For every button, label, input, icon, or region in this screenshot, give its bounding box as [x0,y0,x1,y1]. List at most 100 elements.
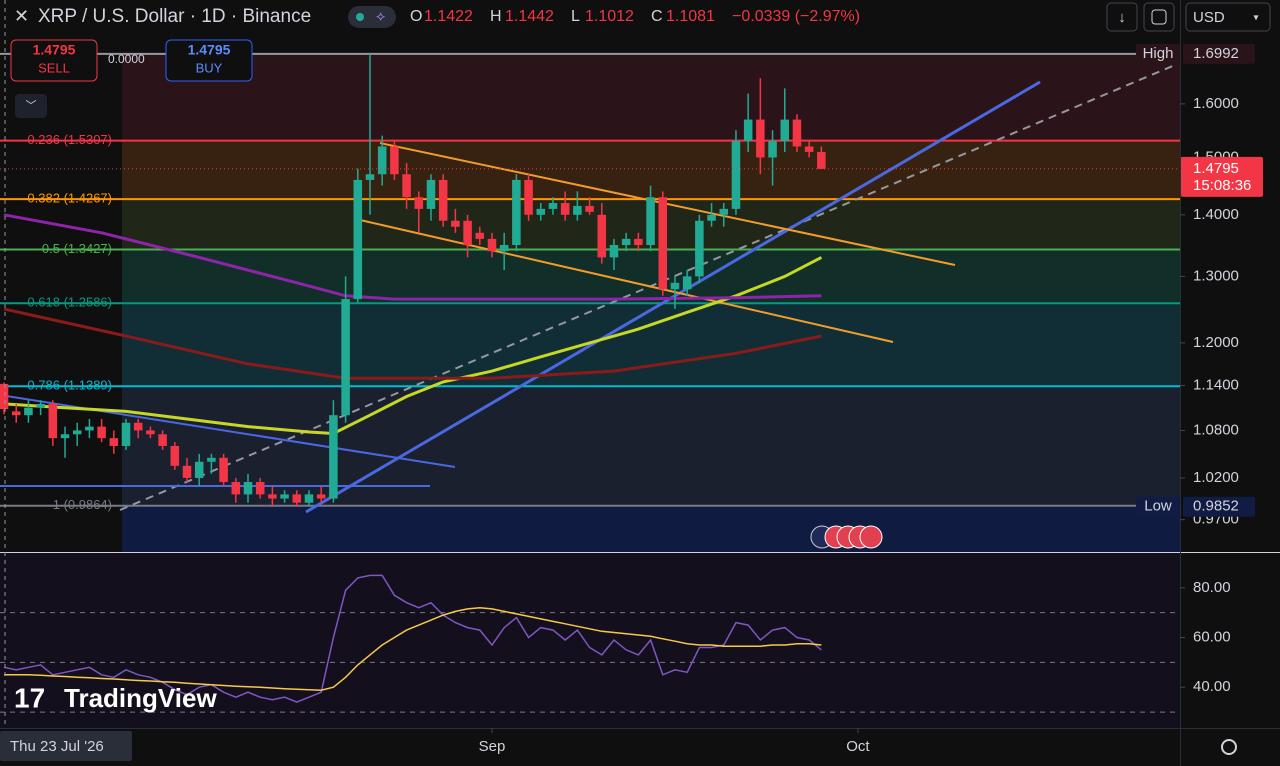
y-tick-label: 1.2000 [1193,334,1239,351]
candle-body [390,146,399,175]
candle-body [463,220,472,246]
event-icon [859,525,883,549]
candle-body [329,415,338,499]
candle-body [804,146,814,152]
fib-band [122,249,1180,304]
brand: TradingView [64,683,217,713]
candle-body [85,426,94,431]
candle-body [365,174,375,180]
candle-body [219,457,228,483]
candle-body [11,411,21,416]
collapse-icon: ﹀ [26,99,37,112]
candle-body [768,141,777,158]
tag-value-box [1183,43,1255,64]
candle-body [170,445,180,466]
sell-label: SELL [38,60,70,75]
fib-lines: 0.236 (1.5307) 0.382 (1.4267) 0.5 (1.3427)… [0,52,1180,512]
fib-label: 0.5 (1.3427) [42,241,112,256]
fullscreen-button[interactable] [1143,2,1175,32]
candle-body [426,179,436,209]
candle-body [377,146,387,175]
rsi-line [3,574,822,703]
candle-body [194,461,204,478]
candle-body [719,208,729,215]
x-tick-label: Sep [479,738,506,755]
candle-body [292,494,302,503]
sell-button[interactable] [10,39,98,82]
tag-value: 1.6992 [1193,45,1239,62]
moving-average [3,307,822,380]
y-tick-label: 1.1400 [1193,376,1239,393]
candle-body [670,282,680,290]
candle-body [207,457,216,462]
indicator-toggle[interactable] [348,6,396,28]
channel-lower [359,219,894,343]
candle-body [231,482,241,495]
candle-body [499,245,509,252]
candle-body [353,179,363,300]
candle-body [646,197,655,246]
currency-select[interactable] [1185,2,1271,32]
candle-body [621,238,631,246]
candle-body [695,220,704,277]
candle-body [97,426,106,439]
candle-body [158,434,167,446]
h-value: 1.1442 [505,8,554,25]
tag-label: Low [1144,498,1172,515]
crosshair-box [0,731,132,761]
close-icon[interactable]: ✕ [14,6,29,26]
currency-caret: ▾ [1253,13,1258,24]
fib-label: 1 (0.9864) [53,497,112,512]
x-tick-label: Oct [846,738,870,755]
fib-band [122,303,1180,387]
candle-body [133,422,143,431]
last-price-box [1181,156,1263,197]
y-tick-label: 1.3000 [1193,267,1239,284]
channel-upper [379,142,956,266]
tag-value: 0.9852 [1193,498,1239,515]
rsi-pane [0,574,1180,713]
candle-body [524,179,533,215]
buy-label: BUY [196,60,223,75]
c-label: C [651,8,663,25]
candle-body [756,119,765,158]
candle-body [609,245,619,258]
candle-body [402,174,411,198]
collapse-button[interactable] [15,94,47,118]
candle-body [817,151,826,169]
rsi-tick-label: 60.00 [1193,628,1231,645]
download-button[interactable] [1106,2,1138,32]
candle-body [72,430,82,435]
candle-body [146,430,155,435]
candle-body [682,276,692,290]
candle-body [268,494,277,499]
fib-band [122,386,1180,506]
high-band [122,53,1180,141]
h-label: H [490,8,502,25]
share-icon: ⟡ [376,8,385,24]
y-tick-label: 1.0200 [1193,469,1239,486]
fib-label: 0.382 (1.4267) [27,191,112,206]
dashed-trendline [119,64,1176,511]
download-icon: ↓ [1118,9,1126,26]
candle-body [573,205,582,215]
status-dot [356,13,364,21]
candle-body [121,422,131,446]
candle-body [451,220,460,227]
last-price: 1.4795 [1193,160,1239,177]
fib-label: 0.618 (1.2586) [27,295,112,310]
fib-label: 0.786 (1.1389) [27,378,112,393]
candle-body [24,407,33,416]
countdown: 15:08:36 [1193,177,1251,194]
y-tick-label: 1.6000 [1193,95,1239,112]
candle-body [341,299,350,416]
tag-value-box [1183,496,1255,517]
candle-body [414,197,424,209]
currency: USD [1193,9,1225,26]
candle-body [792,119,802,147]
buy-button[interactable] [165,39,253,82]
y-tick-label: 1.0800 [1193,421,1239,438]
settings-icon[interactable] [1221,739,1237,755]
